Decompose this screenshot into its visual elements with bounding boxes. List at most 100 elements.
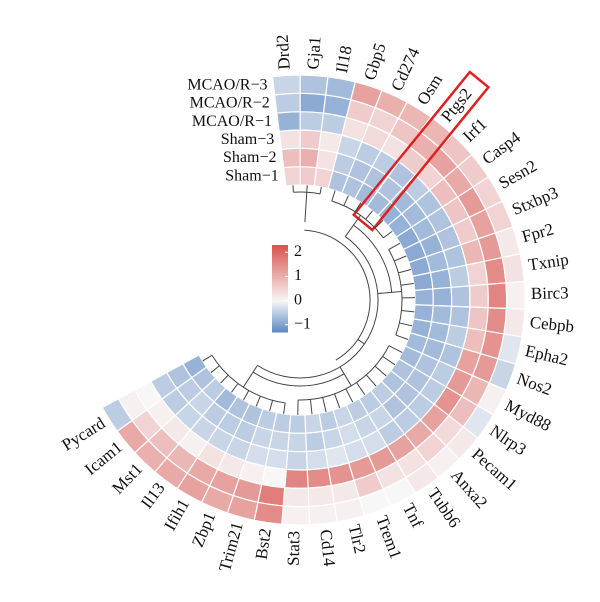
dendrogram-branch: [309, 399, 313, 415]
colorbar-segment: [272, 253, 288, 256]
dendrogram-branch: [343, 195, 349, 206]
heatmap-cell: [308, 503, 339, 526]
dendrogram-branch: [304, 192, 308, 223]
dendrogram-branch: [357, 339, 365, 345]
heatmap-cell: [450, 285, 471, 308]
colorbar-segment: [272, 249, 288, 252]
colorbar-segment: [272, 307, 288, 310]
colorbar-segment: [272, 262, 288, 265]
column-label: Nos2: [514, 369, 554, 399]
dendrogram-branch: [345, 388, 354, 403]
colorbar-segment: [272, 304, 288, 307]
colorbar-segment: [272, 263, 288, 266]
heatmap-cell: [299, 147, 320, 169]
dendrogram-branch: [388, 242, 401, 251]
dendrogram-branch: [202, 354, 213, 362]
dendrogram-branch: [344, 215, 361, 237]
colorbar-segment: [272, 282, 288, 285]
dendrogram-branch: [365, 210, 373, 220]
dendrogram: [202, 185, 415, 415]
heatmap-cell: [468, 283, 489, 309]
dendrogram-branch: [377, 291, 402, 295]
column-label: Osm: [413, 71, 446, 108]
colorbar-segment: [272, 329, 288, 332]
colorbar-segment: [272, 292, 288, 295]
colorbar-segment: [272, 298, 288, 301]
colorbar-segment: [272, 287, 288, 289]
colorbar-segment: [272, 323, 288, 326]
heatmap-cell: [448, 305, 471, 329]
colorbar-segment: [272, 317, 288, 320]
column-label: Stat3: [284, 531, 304, 566]
colorbar-segment: [272, 301, 288, 304]
colorbar-segment: [272, 255, 288, 258]
colorbar-segment: [272, 316, 288, 318]
column-label: Tnf: [399, 500, 427, 531]
colorbar-segment: [272, 266, 288, 269]
heatmap-cell: [288, 413, 307, 434]
dendrogram-branch: [365, 374, 377, 387]
dendrogram-branch: [322, 397, 327, 413]
colorbar-segment: [272, 288, 288, 291]
column-label: Birc3: [531, 283, 569, 303]
heatmap-cell: [307, 485, 335, 508]
heatmap-cell: [299, 111, 325, 132]
column-label: Cd274: [387, 44, 424, 94]
colorbar-tick-label: 0: [294, 291, 302, 308]
column-label: Il13: [137, 479, 169, 512]
colorbar-segment: [272, 295, 288, 298]
colorbar-segment: [272, 258, 288, 260]
column-label: Nlrp3: [486, 421, 529, 459]
colorbar-segment: [272, 276, 288, 279]
heatmap-cell: [299, 92, 327, 114]
heatmap-cell: [253, 501, 284, 525]
column-label: Cd14: [316, 529, 339, 568]
heatmap-cell: [503, 307, 526, 338]
colorbar-segment: [272, 274, 288, 276]
dendrogram-branch: [331, 190, 336, 202]
colorbar-segment: [272, 245, 288, 247]
dendrogram-branch: [400, 282, 414, 286]
dendrogram-branch: [374, 220, 384, 229]
heatmap-cell: [299, 74, 329, 96]
dendrogram-branch: [401, 309, 415, 313]
colorbar-segment: [272, 256, 288, 259]
heatmap-cell: [284, 468, 309, 489]
colorbar-segment: [272, 284, 288, 287]
colorbar-segment: [272, 285, 288, 288]
heatmap-cell: [413, 288, 434, 307]
dendrogram-branch: [220, 374, 229, 384]
column-label: Ifih1: [160, 496, 193, 534]
highlight-box: [351, 70, 491, 232]
heatmap-cell: [299, 129, 322, 151]
row-label: Sham−2: [223, 149, 276, 166]
colorbar-segment: [272, 272, 288, 275]
heatmap-cell: [467, 306, 489, 332]
column-label: Epha2: [523, 341, 570, 369]
column-label: Drd2: [273, 34, 294, 70]
column-label: Stxbp3: [509, 183, 561, 219]
dendrogram-branch: [399, 322, 413, 327]
heatmap-cell: [276, 111, 301, 132]
heatmap-cell: [273, 92, 301, 114]
dendrogram-branch: [293, 191, 321, 195]
column-label: Fpr2: [520, 219, 556, 246]
colorbar-segment: [272, 247, 288, 250]
dendrogram-branch: [339, 366, 352, 387]
dendrogram-branch: [398, 268, 412, 274]
heatmap-cell: [282, 487, 310, 508]
colorbar-segment: [272, 294, 288, 297]
colorbar-segment: [272, 310, 288, 313]
heatmap-cell: [485, 307, 508, 335]
colorbar-segment: [272, 271, 288, 274]
heatmap-cell: [429, 268, 452, 290]
dendrogram-branch: [356, 382, 366, 396]
heatmap-cell: [101, 397, 133, 432]
heatmap-cell: [285, 450, 308, 471]
heatmap-cell: [505, 280, 526, 310]
colorbar-segment: [272, 320, 288, 323]
dendrogram-branch: [354, 202, 362, 213]
dendrogram-branch: [298, 345, 390, 401]
dendrogram-branch: [210, 365, 220, 374]
colorbar-segment: [272, 330, 288, 333]
